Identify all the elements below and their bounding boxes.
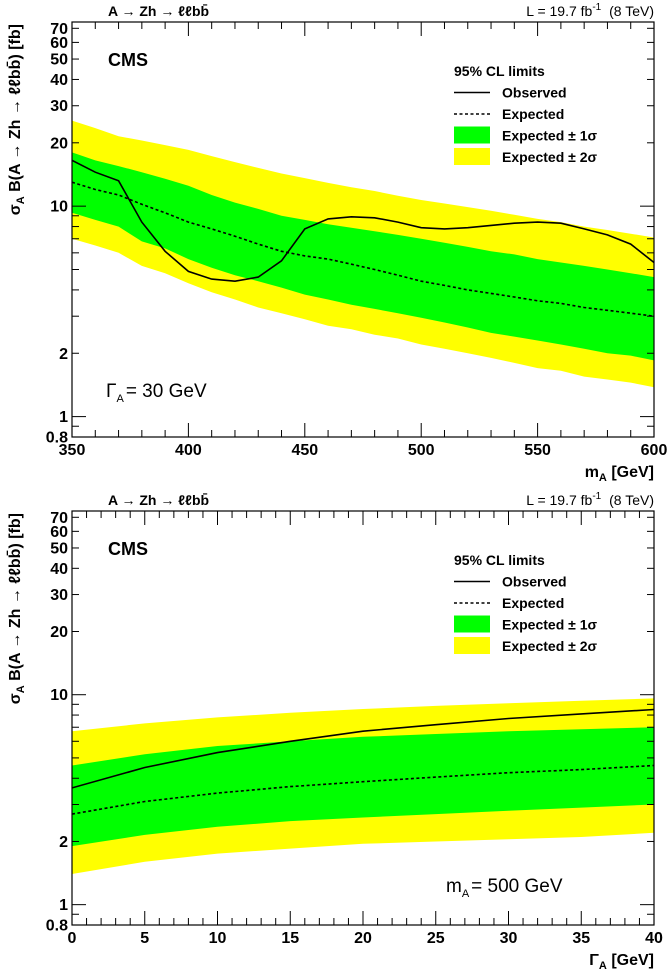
y-tick-label: 0.8: [46, 918, 68, 935]
plot-area: [72, 698, 654, 874]
lumi-label: L = 19.7 fb-1 (8 TeV): [526, 2, 654, 19]
y-tick-label: 10: [50, 199, 68, 216]
parameter-annotation: mA = 500 GeV: [446, 876, 563, 900]
lumi-sup: -1: [592, 2, 601, 13]
process-label: A → Zh → ℓℓbb̄: [108, 2, 209, 19]
expected-line: [72, 181, 654, 317]
x-tick-label: 400: [175, 442, 202, 459]
legend-title: 95% CL limits: [454, 63, 545, 79]
y-axis-sub: A: [15, 685, 27, 693]
expected-line: [72, 764, 654, 815]
experiment-label: CMS: [108, 50, 148, 70]
x-axis-symbol: Γ: [589, 952, 599, 969]
experiment-label: CMS: [108, 539, 148, 559]
y-axis-symbol: σ: [7, 693, 24, 704]
annotation-value: = 500 GeV: [471, 876, 563, 897]
x-tick-label: 0: [68, 930, 77, 947]
y-tick-label: 20: [50, 624, 68, 641]
legend-2sigma-label: Expected ± 2σ: [502, 149, 597, 165]
x-axis-symbol: m: [585, 464, 599, 481]
y-axis-label: σA B(A → Zh → ℓℓbb̄) [fb]: [5, 24, 27, 215]
legend-observed-label: Observed: [502, 574, 567, 590]
x-tick-label: 15: [281, 930, 299, 947]
x-tick-label: 40: [645, 930, 663, 947]
legend-1sigma-swatch: [454, 615, 490, 633]
y-tick-label: 2: [59, 834, 68, 851]
legend-1sigma-label: Expected ± 1σ: [502, 617, 597, 633]
x-tick-label: 5: [140, 930, 149, 947]
annotation-sub: A: [116, 393, 124, 405]
y-tick-label: 70: [50, 21, 68, 38]
x-tick-label: 10: [209, 930, 227, 947]
x-tick-label: 450: [291, 442, 318, 459]
legend-2sigma-swatch: [454, 637, 490, 654]
x-axis-unit: [GeV]: [607, 464, 654, 481]
y-tick-label: 40: [50, 72, 68, 89]
x-tick-label: 30: [500, 930, 518, 947]
y-tick-label: 70: [50, 510, 68, 527]
y-axis-symbol: σ: [7, 204, 24, 215]
lumi-sup: -1: [592, 491, 601, 502]
observed-line: [72, 159, 654, 283]
y-tick-label: 50: [50, 52, 68, 69]
y-axis-sub: A: [15, 196, 27, 204]
y-tick-label: 30: [50, 98, 68, 115]
y-tick-label: 20: [50, 135, 68, 152]
x-axis-sub: A: [599, 960, 607, 972]
y-tick-label: 40: [50, 561, 68, 578]
x-axis-label: mA [GeV]: [585, 464, 654, 484]
y-tick-label: 60: [50, 524, 68, 541]
observed-line: [72, 708, 654, 789]
x-axis-unit: [GeV]: [607, 952, 654, 969]
legend-1sigma-label: Expected ± 1σ: [502, 128, 597, 144]
band-1sigma: [72, 152, 654, 361]
plot-area: [72, 120, 654, 388]
legend-expected-label: Expected: [502, 595, 564, 611]
y-axis-rest: B(A → Zh → ℓℓbb̄) [fb]: [5, 24, 24, 196]
legend-2sigma-swatch: [454, 148, 490, 165]
x-tick-label: 500: [408, 442, 435, 459]
x-axis-sub: A: [599, 472, 607, 484]
x-tick-label: 550: [524, 442, 551, 459]
x-tick-label: 35: [572, 930, 590, 947]
y-axis-rest: B(A → Zh → ℓℓbb̄) [fb]: [5, 513, 24, 685]
x-axis-label: ΓA [GeV]: [589, 952, 654, 972]
legend-2sigma-label: Expected ± 2σ: [502, 638, 597, 654]
y-tick-label: 1: [59, 409, 68, 426]
legend-observed-label: Observed: [502, 85, 567, 101]
y-tick-label: 60: [50, 35, 68, 52]
y-tick-label: 30: [50, 587, 68, 604]
band-1sigma: [72, 727, 654, 847]
y-tick-label: 10: [50, 687, 68, 704]
lumi-text: L = 19.7 fb: [526, 492, 592, 508]
legend-1sigma-swatch: [454, 126, 490, 144]
process-label: A → Zh → ℓℓbb̄: [108, 491, 209, 508]
y-tick-label: 50: [50, 540, 68, 557]
legend-title: 95% CL limits: [454, 552, 545, 568]
parameter-annotation: ΓA = 30 GeV: [106, 381, 207, 405]
lumi-label: L = 19.7 fb-1 (8 TeV): [526, 491, 654, 508]
annotation-symbol: Γ: [106, 381, 116, 402]
annotation-sub: A: [462, 888, 470, 900]
energy-text: (8 TeV): [605, 3, 654, 19]
legend-expected-label: Expected: [502, 106, 564, 122]
x-tick-label: 25: [427, 930, 445, 947]
x-tick-label: 350: [59, 442, 86, 459]
annotation-value: = 30 GeV: [126, 381, 207, 402]
x-tick-label: 600: [641, 442, 668, 459]
plot-frame: [71, 21, 655, 438]
lumi-text: L = 19.7 fb: [526, 3, 592, 19]
y-tick-label: 1: [59, 897, 68, 914]
y-axis-label: σA B(A → Zh → ℓℓbb̄) [fb]: [5, 513, 27, 704]
y-tick-label: 0.8: [46, 430, 68, 447]
annotation-symbol: m: [446, 876, 462, 897]
energy-text: (8 TeV): [605, 492, 654, 508]
x-tick-label: 20: [354, 930, 372, 947]
y-tick-label: 2: [59, 346, 68, 363]
